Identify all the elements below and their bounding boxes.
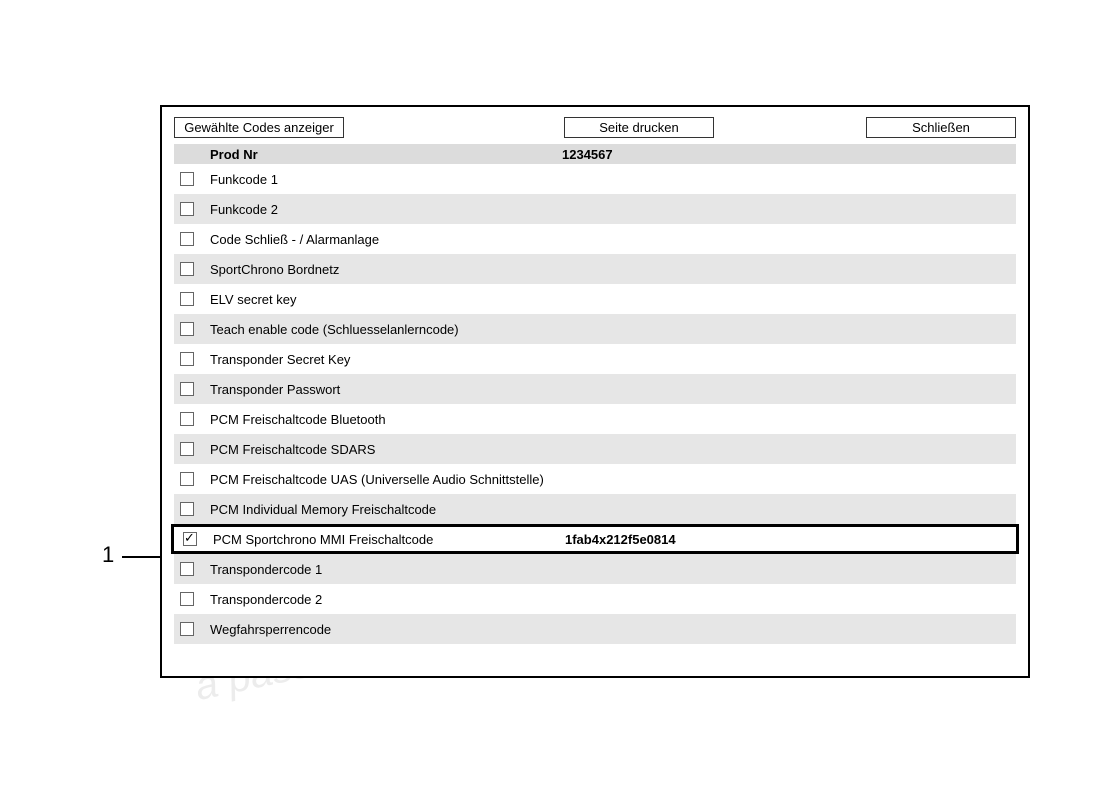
row-checkbox[interactable] <box>180 562 194 576</box>
callout-number: 1 <box>102 542 114 568</box>
row-checkbox[interactable] <box>180 382 194 396</box>
print-page-button[interactable]: Seite drucken <box>564 117 714 138</box>
row-label: ELV secret key <box>210 292 562 307</box>
row-label: PCM Individual Memory Freischaltcode <box>210 502 562 517</box>
rows-container: Funkcode 1 Funkcode 2 Code Schließ - / Ala… <box>174 164 1016 644</box>
table-row: PCM Sportchrono MMI Freischaltcode1fab4x… <box>171 524 1019 554</box>
header-label: Prod Nr <box>210 147 562 162</box>
row-checkbox[interactable] <box>180 202 194 216</box>
row-checkbox[interactable] <box>180 322 194 336</box>
row-checkbox[interactable] <box>180 442 194 456</box>
row-checkbox[interactable] <box>180 622 194 636</box>
row-checkbox[interactable] <box>180 232 194 246</box>
table-row: PCM Freischaltcode SDARS <box>174 434 1016 464</box>
row-label: Teach enable code (Schluesselanlerncode) <box>210 322 562 337</box>
table-row: Transponder Secret Key <box>174 344 1016 374</box>
table-row: Teach enable code (Schluesselanlerncode) <box>174 314 1016 344</box>
table-row: Code Schließ - / Alarmanlage <box>174 224 1016 254</box>
table-row: Funkcode 2 <box>174 194 1016 224</box>
row-value: 1fab4x212f5e0814 <box>565 532 676 547</box>
row-checkbox[interactable] <box>180 172 194 186</box>
row-label: Funkcode 2 <box>210 202 562 217</box>
row-checkbox[interactable] <box>180 262 194 276</box>
table-row: Transponder Passwort <box>174 374 1016 404</box>
header-value: 1234567 <box>562 147 613 162</box>
table-row: SportChrono Bordnetz <box>174 254 1016 284</box>
row-checkbox[interactable] <box>183 532 197 546</box>
row-label: Transponder Passwort <box>210 382 562 397</box>
row-label: PCM Freischaltcode SDARS <box>210 442 562 457</box>
row-checkbox[interactable] <box>180 352 194 366</box>
row-checkbox[interactable] <box>180 292 194 306</box>
row-checkbox[interactable] <box>180 592 194 606</box>
row-label: PCM Freischaltcode UAS (Universelle Audi… <box>210 472 562 487</box>
codes-dialog: Gewählte Codes anzeiger Seite drucken Sc… <box>160 105 1030 678</box>
show-codes-button[interactable]: Gewählte Codes anzeiger <box>174 117 344 138</box>
row-label: Wegfahrsperrencode <box>210 622 562 637</box>
button-row: Gewählte Codes anzeiger Seite drucken Sc… <box>174 117 1016 138</box>
row-label: Transpondercode 1 <box>210 562 562 577</box>
row-label: PCM Freischaltcode Bluetooth <box>210 412 562 427</box>
row-checkbox[interactable] <box>180 412 194 426</box>
table-row: Wegfahrsperrencode <box>174 614 1016 644</box>
row-label: Funkcode 1 <box>210 172 562 187</box>
table-row: PCM Freischaltcode UAS (Universelle Audi… <box>174 464 1016 494</box>
table-row: Transpondercode 2 <box>174 584 1016 614</box>
header-row: Prod Nr 1234567 <box>174 144 1016 164</box>
table-row: PCM Individual Memory Freischaltcode <box>174 494 1016 524</box>
table-row: Funkcode 1 <box>174 164 1016 194</box>
table-row: ELV secret key <box>174 284 1016 314</box>
close-button[interactable]: Schließen <box>866 117 1016 138</box>
table-row: Transpondercode 1 <box>174 554 1016 584</box>
row-checkbox[interactable] <box>180 472 194 486</box>
row-label: Transpondercode 2 <box>210 592 562 607</box>
row-checkbox[interactable] <box>180 502 194 516</box>
row-label: PCM Sportchrono MMI Freischaltcode <box>213 532 565 547</box>
row-label: Transponder Secret Key <box>210 352 562 367</box>
row-label: Code Schließ - / Alarmanlage <box>210 232 562 247</box>
row-label: SportChrono Bordnetz <box>210 262 562 277</box>
table-row: PCM Freischaltcode Bluetooth <box>174 404 1016 434</box>
